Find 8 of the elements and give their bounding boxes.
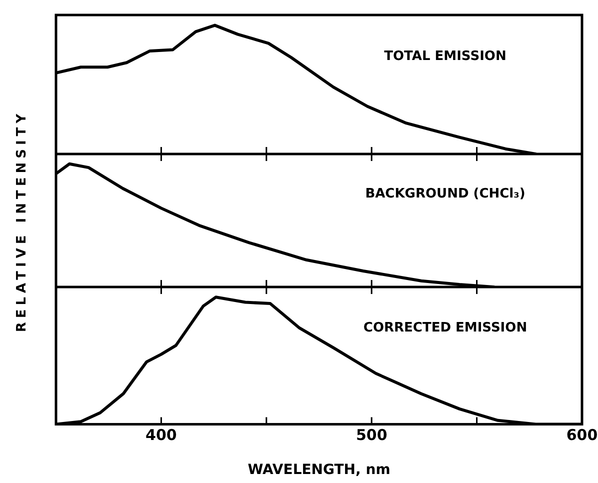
x-tick-label: 500 — [356, 426, 388, 444]
x-axis-title: WAVELENGTH, nm — [248, 462, 390, 478]
annotation: CORRECTED EMISSION — [363, 320, 528, 336]
x-tick-label: 400 — [146, 426, 177, 444]
annotation: TOTAL EMISSION — [384, 49, 506, 64]
y-axis-title: RELATIVE INTENSITY — [14, 109, 30, 332]
annotation: BACKGROUND (CHCl₃) — [365, 186, 526, 202]
x-tick-label: 600 — [566, 426, 598, 444]
